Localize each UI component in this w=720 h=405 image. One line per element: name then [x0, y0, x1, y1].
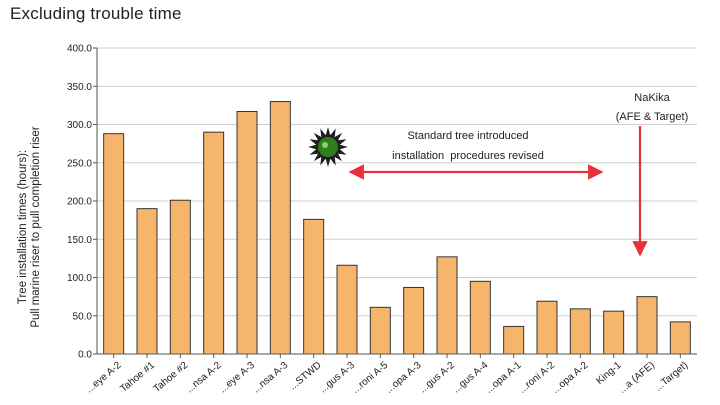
- bar: [503, 325, 525, 355]
- y-tick-label: 100.0: [67, 273, 92, 284]
- starburst-icon-highlight: [322, 142, 328, 148]
- bar: [336, 264, 358, 355]
- x-tick-label: ...nsa A-2: [184, 360, 224, 396]
- bar: [136, 208, 158, 355]
- y-tick-label: 300.0: [67, 120, 92, 131]
- bar: [436, 256, 458, 355]
- x-tick-label: King-1: [594, 360, 624, 387]
- annotations: Standard tree introduced installation pro…: [308, 92, 689, 257]
- x-tick-label: ...opa A-1: [484, 360, 524, 396]
- x-tick-label: ...opa A-3: [384, 360, 424, 396]
- x-tick-label: ...nsa A-3: [251, 360, 291, 396]
- x-tick-label: ...gus A-2: [417, 360, 457, 396]
- x-tick-label: ...roni A-5: [350, 360, 390, 396]
- bar: [103, 133, 125, 355]
- bar: [603, 310, 625, 355]
- bar: [469, 280, 491, 355]
- bar: [569, 308, 591, 355]
- annotation-nakika-line-2: (AFE & Target): [616, 111, 689, 123]
- annotation-standard-tree-line-2: installation procedures revised: [392, 150, 544, 162]
- annotation-nakika-line-1: NaKika: [634, 92, 670, 104]
- bar: [669, 321, 691, 355]
- x-tick-label: ...eye A-2: [84, 360, 124, 396]
- bar: [536, 300, 558, 355]
- x-tick-label: Tahoe #2: [152, 360, 191, 395]
- x-tick-label: ...eye A-3: [217, 360, 257, 396]
- bar: [636, 296, 658, 355]
- y-tick-label: 150.0: [67, 235, 92, 246]
- chart-title: Excluding trouble time: [10, 4, 182, 23]
- x-tick-label: ...gus A-3: [317, 360, 357, 396]
- bar: [269, 101, 291, 355]
- grid-lines: [97, 47, 697, 317]
- bar: [303, 218, 325, 355]
- annotation-standard-tree-line-1: Standard tree introduced: [407, 130, 528, 142]
- x-tick-label: ...gus A-4: [451, 360, 491, 396]
- x-tick-label: ...opa A-2: [550, 360, 590, 396]
- bar: [403, 286, 425, 355]
- y-tick-label: 400.0: [67, 44, 92, 55]
- y-tick-label: 250.0: [67, 158, 92, 169]
- x-tick-label: ...a (AFE): [617, 360, 657, 396]
- bar: [369, 306, 391, 355]
- y-tick-label: 200.0: [67, 197, 92, 208]
- y-tick-label: 350.0: [67, 82, 92, 93]
- x-tick-label: ...roni A-2: [517, 360, 557, 396]
- bar: [236, 110, 258, 355]
- x-tick-label: Tahoe #1: [118, 360, 157, 395]
- starburst-icon-center: [318, 137, 338, 157]
- x-tick-label: ...Target): [653, 360, 690, 394]
- bar: [169, 199, 191, 355]
- y-tick-label: 50.0: [73, 311, 93, 322]
- y-tick-label: 0.0: [78, 350, 92, 361]
- bar: [203, 131, 225, 355]
